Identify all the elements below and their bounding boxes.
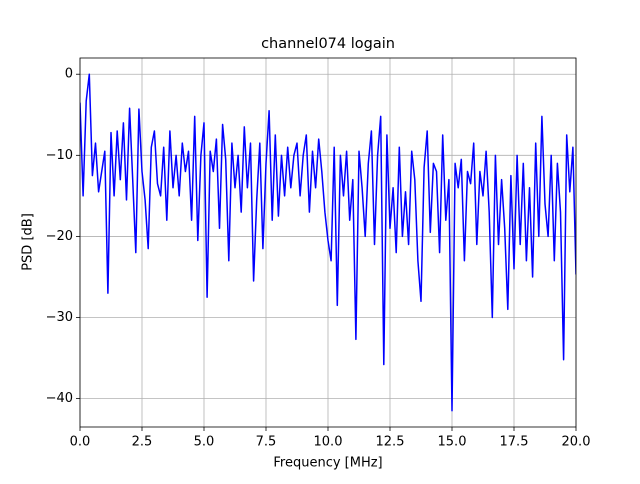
x-tick-label: 12.5 — [376, 435, 405, 450]
x-tick-label: 2.5 — [132, 435, 153, 450]
y-tick-label: 0 — [65, 67, 73, 82]
y-tick-label: −40 — [46, 391, 73, 406]
x-tick-label: 15.0 — [438, 435, 467, 450]
y-tick-label: −20 — [46, 229, 73, 244]
x-tick-label: 20.0 — [562, 435, 591, 450]
data-line — [80, 73, 576, 412]
x-tick-label: 17.5 — [500, 435, 529, 450]
y-tick-label: −10 — [46, 148, 73, 163]
y-axis-label: PSD [dB] — [21, 213, 36, 271]
x-axis-label: Frequency [MHz] — [273, 456, 382, 471]
chart-title: channel074 logain — [261, 36, 395, 52]
x-tick-label: 5.0 — [194, 435, 215, 450]
x-tick-label: 7.5 — [256, 435, 277, 450]
x-tick-label: 0.0 — [70, 435, 91, 450]
plot-frame — [79, 57, 577, 428]
x-tick-label: 10.0 — [314, 435, 343, 450]
y-tick-label: −30 — [46, 310, 73, 325]
